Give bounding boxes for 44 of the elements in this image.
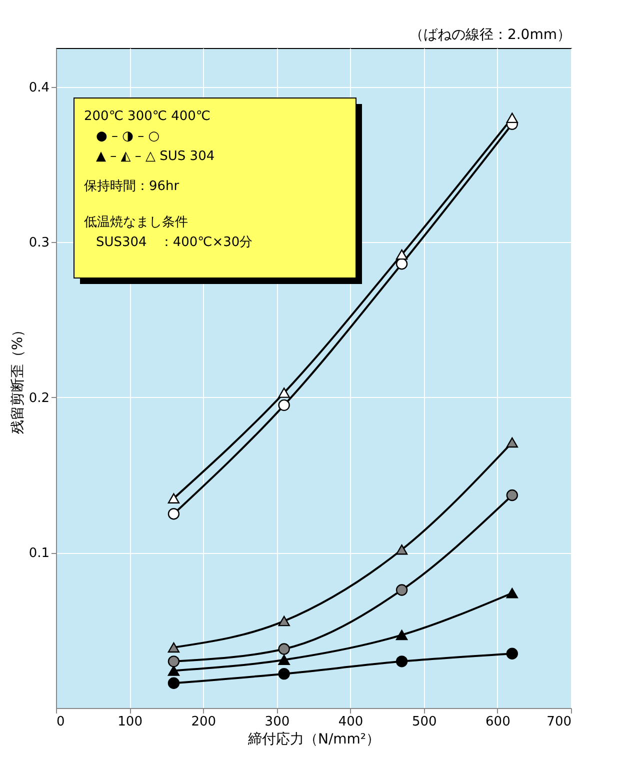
point: [506, 489, 518, 502]
point: [168, 642, 180, 653]
point: [278, 388, 290, 398]
point: [168, 508, 180, 520]
point: [506, 437, 518, 448]
point: [506, 588, 518, 598]
annotation: ● – ◑ – ○: [96, 129, 160, 144]
chart-subtitle: （ばねの線径：2.0mm）: [409, 27, 571, 43]
point: [278, 616, 290, 626]
point: [278, 668, 290, 680]
point: [168, 666, 180, 676]
x-tick-label: 400: [338, 714, 364, 730]
point: [396, 258, 408, 270]
annotation: ▲ – ◭ – △ SUS 304: [96, 149, 215, 164]
point: [168, 677, 180, 689]
x-tick-label: 200: [191, 714, 216, 730]
point: [396, 249, 408, 260]
point: [168, 656, 180, 668]
point: [506, 112, 518, 124]
annotation: 低温焼なまし条件: [84, 215, 188, 230]
point: [396, 630, 408, 640]
y-tick-label: 0.4: [28, 80, 50, 96]
point: [278, 643, 290, 655]
annotation: SUS304 ：400℃×30分: [96, 235, 253, 250]
x-tick-label: 600: [486, 714, 510, 730]
y-axis-title: 残留剪断歪（%）: [10, 322, 26, 434]
annotation: 200℃ 300℃ 400℃: [84, 109, 211, 124]
x-axis-title: 締付応力（N/mm²）: [246, 732, 380, 748]
x-tick-label: 0: [56, 714, 65, 730]
y-tick-label: 0.2: [28, 390, 50, 406]
x-tick-label: 700: [546, 714, 572, 730]
point: [506, 648, 518, 660]
y-tick-label: 0.3: [28, 236, 50, 251]
annotation: 保持時間：96hr: [84, 179, 180, 194]
point: [396, 544, 408, 555]
y-tick-label: 0.1: [28, 546, 50, 562]
point: [278, 399, 290, 412]
x-tick-label: 500: [412, 714, 437, 730]
point: [396, 656, 408, 668]
point: [278, 654, 290, 665]
point: [396, 584, 408, 596]
x-tick-label: 300: [264, 714, 290, 730]
x-tick-label: 100: [118, 714, 142, 730]
point: [168, 493, 180, 504]
